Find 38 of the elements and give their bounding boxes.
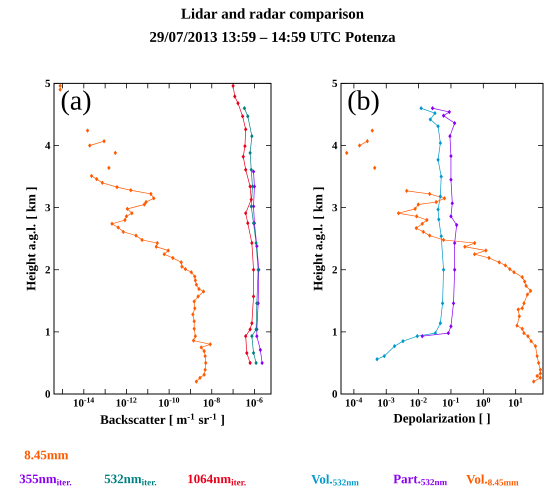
- x-tick-label: 10$^{0}$: [476, 397, 490, 407]
- y-axis-title: Height a.g.l. [ km ]: [26, 187, 38, 291]
- x-tick-label: 10$^{-12}$: [116, 398, 136, 407]
- y-tick-label: 5: [45, 80, 50, 88]
- text: Vol.$_{532nm}$: [311, 474, 359, 486]
- y-tick-label: 0: [45, 390, 50, 398]
- x-tick-label: 10$^{-3}$: [378, 398, 394, 407]
- y-tick-label: 3: [332, 204, 338, 212]
- y-tick-label: 5: [332, 80, 338, 88]
- annotation: (b): [348, 90, 379, 116]
- y-tick-label: 1: [332, 328, 337, 336]
- x-tick-label: 10$^{1}$: [508, 398, 522, 407]
- y-tick-label: 2: [332, 266, 338, 274]
- y-tick-label: 4: [45, 142, 50, 150]
- x-tick-label: 10$^{-6}$: [246, 398, 263, 407]
- y-tick-label: 3: [45, 204, 50, 212]
- text: 532nm$_{iter.}$: [104, 474, 156, 486]
- y-axis-title: Height a.g.l. [ km ]: [313, 187, 326, 291]
- y-tick-label: 0: [332, 390, 338, 398]
- x-tick-label: 10$^{-14}$: [74, 398, 94, 407]
- x-axis-title: Depolarization [ ]: [394, 414, 490, 426]
- x-tick-label: 10$^{-1}$: [442, 398, 459, 407]
- x-tick-label: 10$^{-4}$: [346, 398, 362, 407]
- x-axis-title: Backscatter [ m$^{-1}$ sr$^{-1}$ ]: [100, 414, 224, 426]
- text: Vol.$_{8.45mm}$: [466, 474, 518, 486]
- text: Part.$_{532nm}$: [393, 474, 447, 486]
- x-tick-label: 10$^{-10}$: [159, 397, 180, 407]
- x-tick-label: 10$^{-2}$: [410, 398, 427, 407]
- y-tick-label: 1: [46, 328, 50, 336]
- y-tick-label: 4: [332, 142, 338, 150]
- annotation: (a): [62, 90, 90, 116]
- text: 355nm$_{iter.}$: [20, 474, 72, 486]
- chart-subtitle: 29/07/2013 13:59 – 14:59 UTC Potenza: [150, 32, 396, 42]
- text: 1064nm$_{iter.}$: [188, 474, 246, 486]
- text: 8.45mm: [24, 450, 68, 460]
- chart-title: Lidar and radar comparison: [181, 8, 364, 22]
- y-tick-label: 2: [45, 266, 50, 274]
- x-tick-label: 10$^{-8}$: [204, 397, 220, 407]
